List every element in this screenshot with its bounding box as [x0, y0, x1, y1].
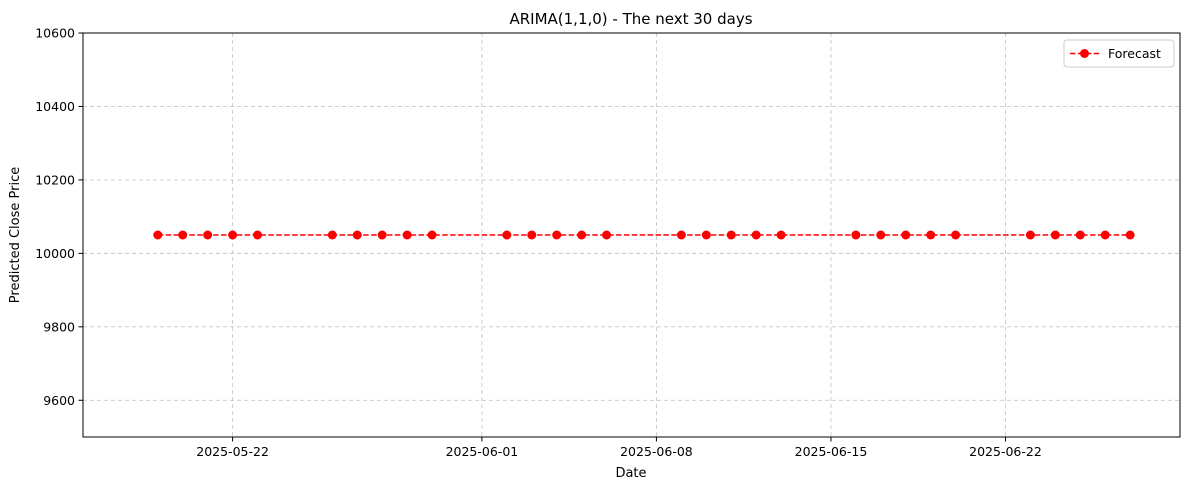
forecast-point — [228, 230, 238, 240]
y-tick-label: 9600 — [43, 393, 75, 408]
series-forecast — [153, 230, 1135, 240]
forecast-point — [776, 230, 786, 240]
chart-title: ARIMA(1,1,0) - The next 30 days — [509, 10, 752, 28]
x-tick-label: 2025-06-08 — [620, 444, 693, 459]
forecast-point — [1100, 230, 1110, 240]
forecast-point — [951, 230, 961, 240]
forecast-point — [153, 230, 163, 240]
y-tick-label: 10000 — [35, 246, 75, 261]
forecast-point — [427, 230, 437, 240]
y-tick-label: 10200 — [35, 172, 75, 187]
y-axis-ticks: 9600 9800 10000 10200 10400 10600 — [35, 26, 83, 408]
x-axis-label: Date — [615, 466, 646, 481]
forecast-point — [851, 230, 861, 240]
forecast-point — [327, 230, 337, 240]
plot-area-frame — [82, 32, 1181, 438]
forecast-point — [502, 230, 512, 240]
forecast-point — [926, 230, 936, 240]
forecast-point — [552, 230, 562, 240]
forecast-point — [178, 230, 188, 240]
forecast-point — [577, 230, 587, 240]
forecast-point — [203, 230, 213, 240]
forecast-point — [901, 230, 911, 240]
x-axis-ticks: 2025-05-22 2025-06-01 2025-06-08 2025-06-15… — [196, 437, 1042, 459]
forecast-point — [876, 230, 886, 240]
x-tick-label: 2025-06-15 — [795, 444, 868, 459]
forecast-point — [602, 230, 612, 240]
x-tick-label: 2025-06-01 — [446, 444, 519, 459]
forecast-point — [751, 230, 761, 240]
forecast-point — [1125, 230, 1135, 240]
forecast-point — [676, 230, 686, 240]
forecast-point — [1025, 230, 1035, 240]
x-tick-label: 2025-06-22 — [969, 444, 1042, 459]
forecast-point — [377, 230, 387, 240]
forecast-point — [253, 230, 263, 240]
forecast-point — [527, 230, 537, 240]
y-tick-label: 9800 — [43, 319, 75, 334]
forecast-point — [402, 230, 412, 240]
forecast-point — [1050, 230, 1060, 240]
y-tick-label: 10400 — [35, 99, 75, 114]
forecast-point — [1075, 230, 1085, 240]
legend-label-forecast: Forecast — [1108, 46, 1161, 61]
legend-marker-sample — [1080, 49, 1089, 58]
y-axis-label: Predicted Close Price — [8, 167, 23, 303]
forecast-point — [352, 230, 362, 240]
legend: Forecast — [1063, 39, 1175, 68]
legend-box — [1063, 39, 1175, 68]
forecast-point — [726, 230, 736, 240]
x-tick-label: 2025-05-22 — [196, 444, 269, 459]
y-tick-label: 10600 — [35, 26, 75, 41]
forecast-point — [701, 230, 711, 240]
